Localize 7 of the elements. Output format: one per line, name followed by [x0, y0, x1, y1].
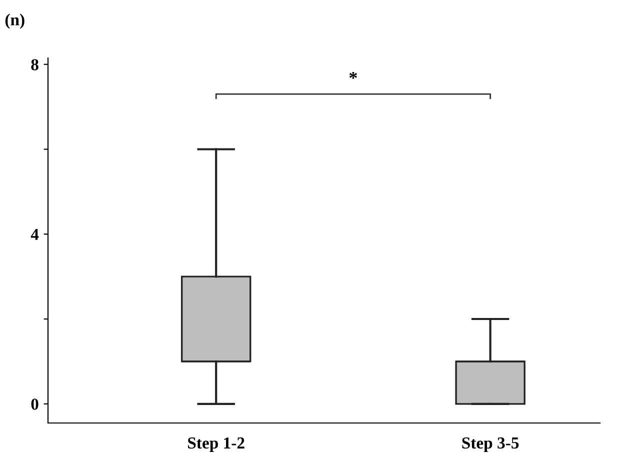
- y-tick-label: 8: [31, 59, 38, 70]
- y-tick-label: 4: [30, 228, 39, 240]
- y-tick-label: 0: [31, 398, 38, 410]
- y-axis-title: (n): [5, 14, 24, 29]
- x-tick-label: Step 1-2: [188, 437, 244, 452]
- x-tick-label: Step 3-5: [462, 437, 519, 452]
- annotation: *: [349, 72, 357, 79]
